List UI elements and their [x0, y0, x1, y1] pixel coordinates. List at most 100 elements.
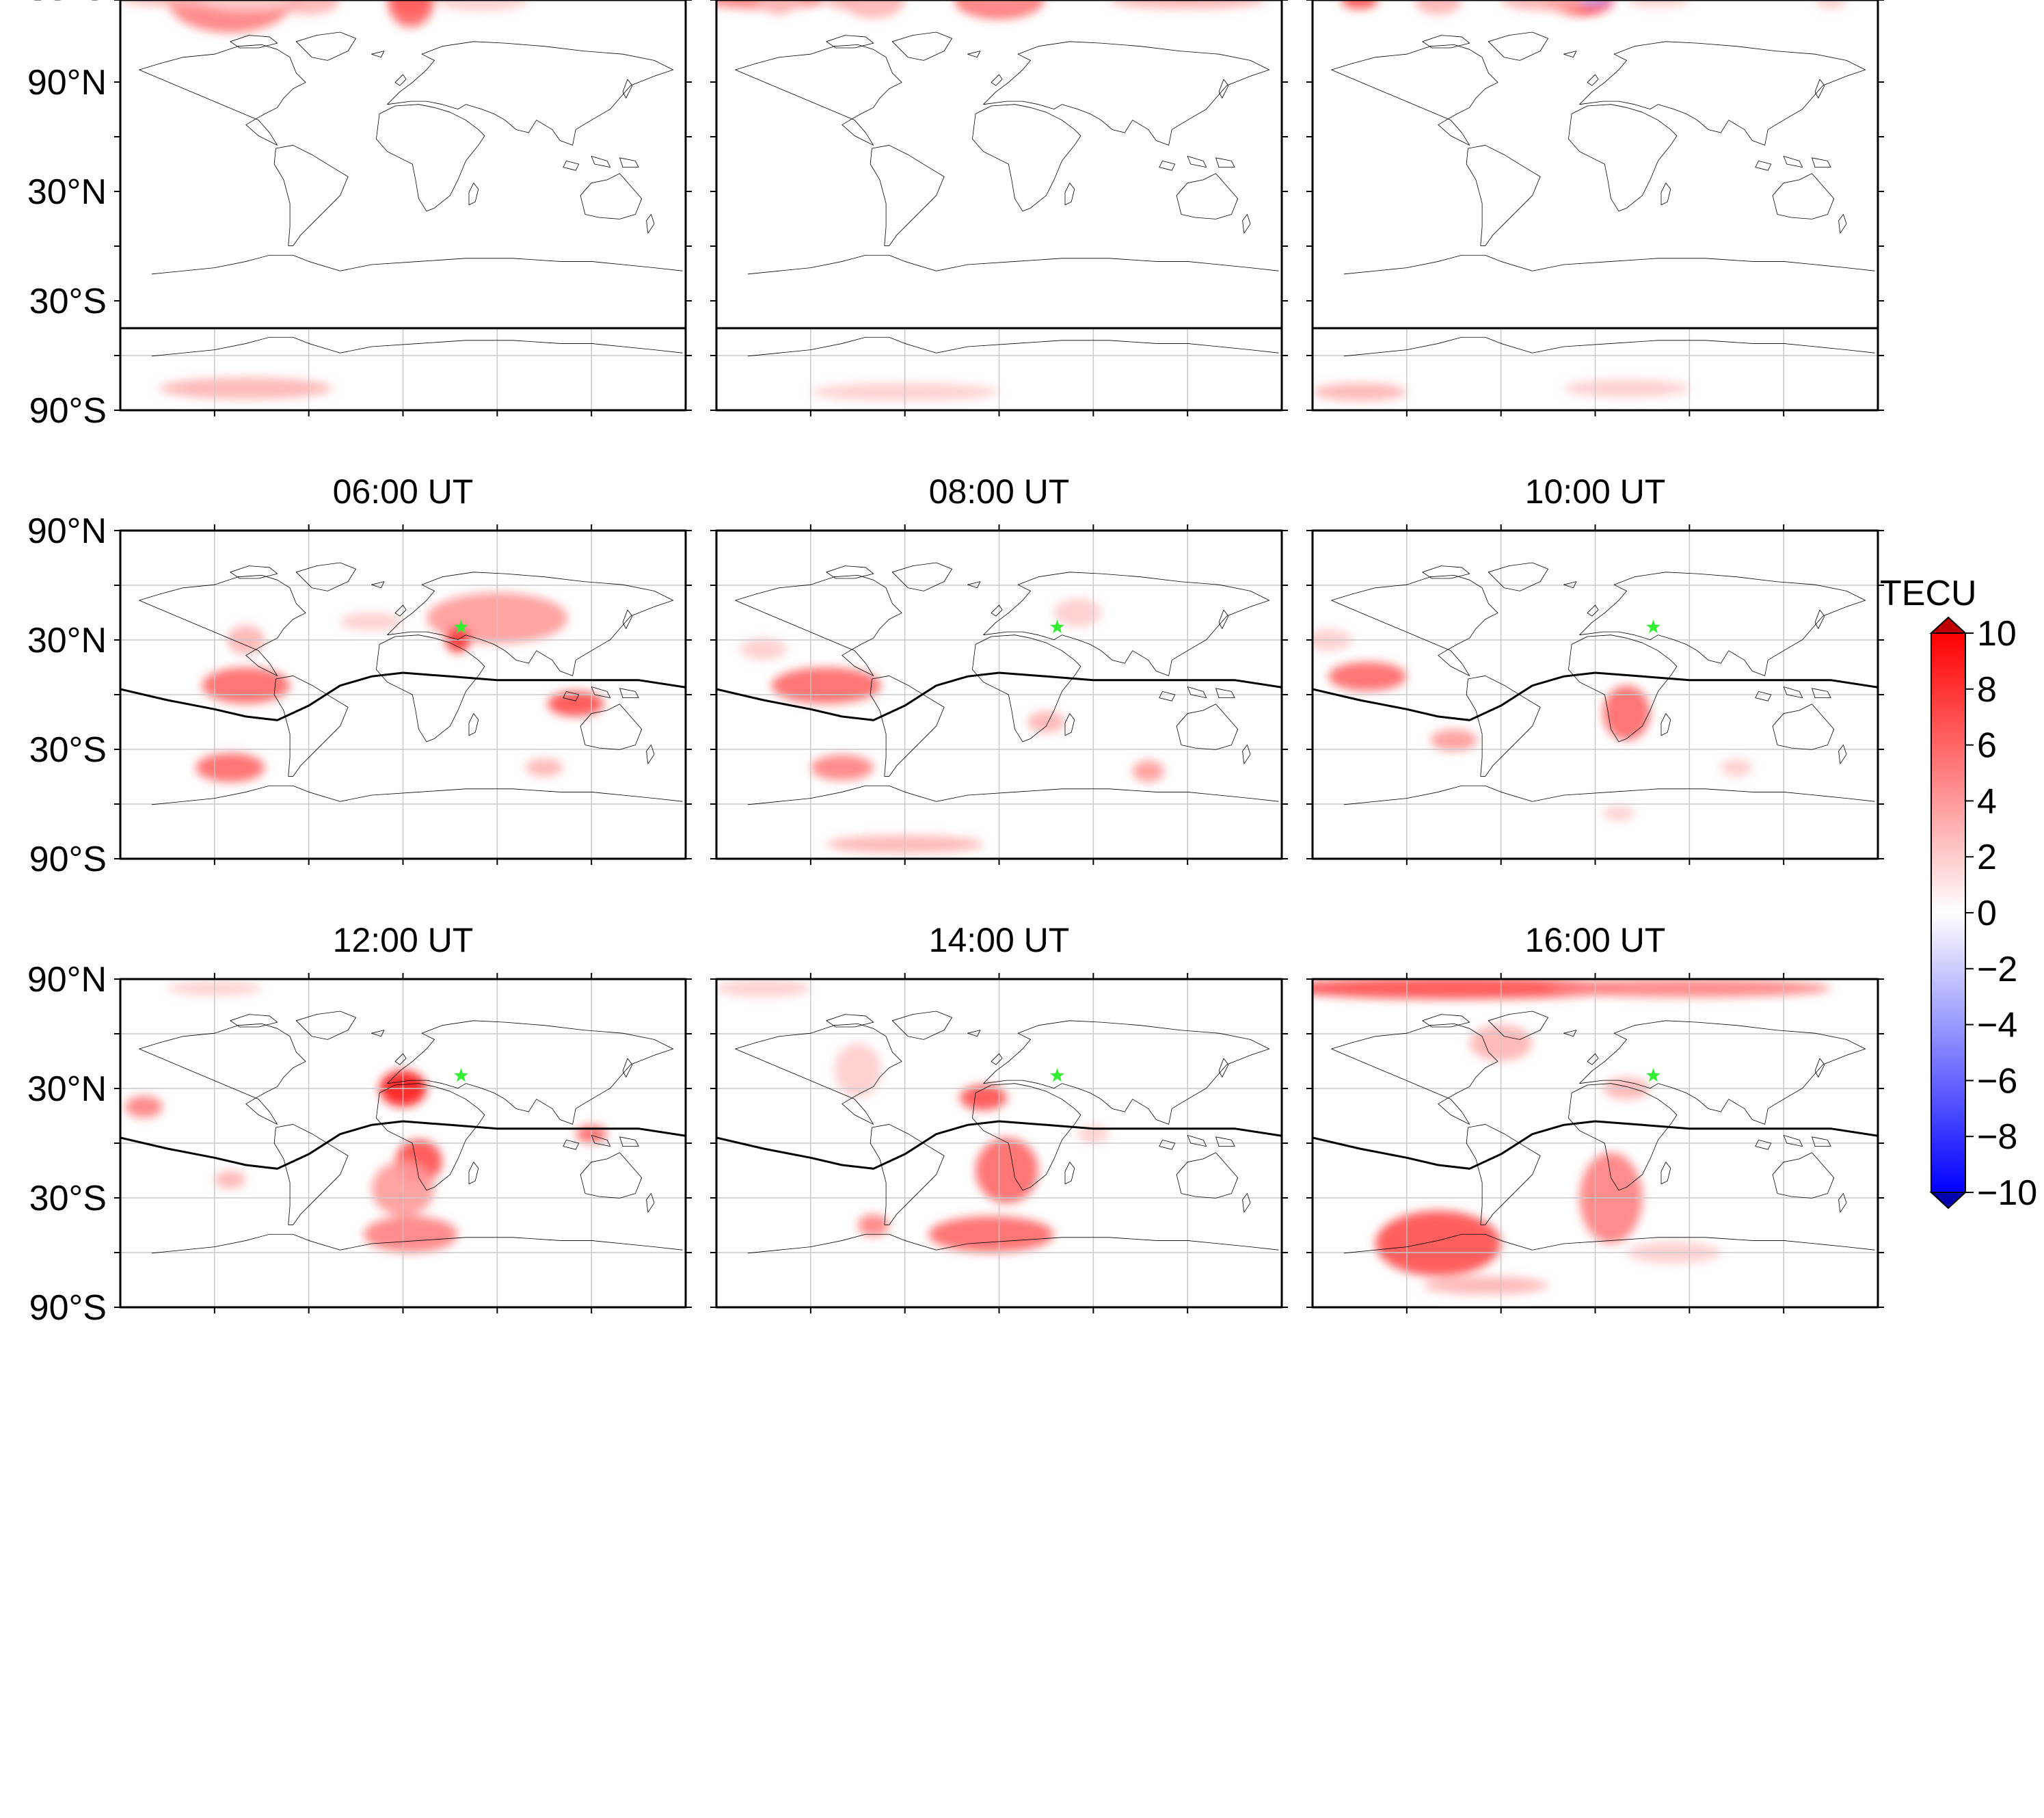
panel-20-00-ut: 20:00 UT120°W0°120°E — [710, 0, 1288, 330]
tec-anomaly — [434, 0, 529, 11]
tec-anomaly — [1815, 0, 1847, 10]
y-tick-label: 30°N — [27, 621, 107, 660]
x-tick-label: 0° — [982, 0, 1017, 8]
y-tick-label: 30°S — [29, 730, 107, 770]
tec-anomaly — [340, 613, 403, 631]
epicenter-star — [1646, 619, 1660, 634]
map-background — [1313, 0, 1878, 328]
map-frame — [1311, 0, 1879, 330]
tec-anomaly — [202, 667, 291, 704]
tec-anomaly — [960, 1084, 1007, 1111]
tec-anomaly — [1375, 1210, 1501, 1276]
tec-anomaly — [1602, 805, 1635, 821]
tec-anomaly — [1414, 0, 1462, 15]
x-tick-label: 120°W — [757, 0, 865, 8]
panel-title: 16:00 UT — [1525, 921, 1666, 959]
tec-anomaly — [387, 0, 435, 27]
map-background — [716, 0, 1282, 328]
tec-anomaly — [1341, 0, 1379, 10]
y-tick-label: 90°N — [27, 63, 107, 103]
panel-10-00-ut: 10:00 UT — [1306, 472, 1884, 865]
magnetic-equator — [120, 1120, 686, 1170]
tec-anomaly — [1313, 979, 1627, 1000]
colorbar-body — [1931, 632, 1966, 1193]
tec-anomaly — [826, 0, 858, 10]
x-tick-label: 120°W — [1354, 0, 1461, 8]
epicenter-star — [454, 619, 468, 634]
magnetic-equator — [1313, 1120, 1878, 1170]
y-tick-label: 30°S — [29, 282, 107, 321]
colorbar-extend-low — [1929, 1192, 1967, 1209]
y-tick-label: 90°N — [27, 511, 107, 551]
tec-anomaly — [1053, 598, 1101, 628]
tec-anomaly — [124, 1095, 163, 1118]
magnetic-equator — [1313, 671, 1878, 721]
tec-anomaly — [842, 0, 905, 18]
colorbar-tick-label: 4 — [1977, 781, 1997, 821]
tec-anomaly — [547, 691, 604, 717]
tec-anomaly — [159, 377, 333, 399]
tec-anomaly — [214, 1171, 246, 1189]
x-tick-label: 0° — [1578, 0, 1613, 8]
colorbar-tick-label: −6 — [1977, 1061, 2017, 1101]
tec-anomaly — [1563, 379, 1690, 398]
tec-anomaly — [1430, 729, 1478, 751]
panel-14-00-ut: 14:00 UT — [710, 921, 1288, 1313]
gridlines — [120, 531, 686, 859]
colorbar-tick-label: −10 — [1977, 1173, 2037, 1213]
tec-anomaly — [1579, 0, 1611, 5]
colorbar-tick-label: 2 — [1977, 838, 1997, 877]
magnetic-equator — [716, 671, 1282, 721]
colorbar-label: TECU — [1880, 574, 1977, 613]
gridlines — [120, 979, 686, 1307]
y-tick-label: 90°S — [29, 0, 107, 8]
tec-anomaly — [810, 755, 874, 781]
tec-anomaly — [1313, 383, 1407, 401]
tec-anomaly — [364, 1216, 458, 1253]
panel-12-00-ut: 12:00 UT 90°N 30°N 30°S 90°S — [27, 921, 692, 1328]
colorbar: TECU 10 8 6 4 2 0 −2 −4 −6 −8 −10 — [1880, 574, 2037, 1213]
panel-title: 08:00 UT — [929, 472, 1070, 511]
gridlines — [716, 531, 1282, 859]
x-tick-label: 120°W — [161, 0, 269, 8]
panel-08-00-ut: 08:00 UT — [710, 472, 1288, 865]
tec-anomaly — [1109, 0, 1266, 10]
tec-anomaly — [1602, 685, 1650, 740]
tec-anomaly — [771, 667, 882, 704]
tec-anomaly — [196, 753, 265, 782]
colorbar-tick-label: 8 — [1977, 670, 1997, 710]
tec-anomaly — [834, 1043, 882, 1098]
panel-title: 14:00 UT — [929, 921, 1070, 959]
magnetic-equator — [120, 671, 686, 721]
epicenter-star — [1050, 619, 1064, 634]
colorbar-tick-label: 6 — [1977, 726, 1997, 766]
panel-title: 12:00 UT — [333, 921, 474, 959]
colorbar-tick-label: −4 — [1977, 1006, 2017, 1045]
y-tick-label: 90°S — [29, 391, 107, 431]
colorbar-tick-label: 0 — [1977, 894, 1997, 933]
epicenter-star — [1050, 1068, 1064, 1082]
magnetic-equator — [716, 1120, 1282, 1170]
colorbar-tick-label: 10 — [1977, 614, 2017, 654]
tec-anomaly — [1027, 711, 1065, 733]
tec-anomaly — [976, 1138, 1038, 1203]
epicenter-star — [454, 1068, 468, 1082]
y-tick-label: 90°S — [29, 840, 107, 879]
tec-anomaly — [960, 0, 1038, 15]
tec-anomaly-field — [1341, 0, 1847, 15]
gridlines — [1313, 531, 1878, 859]
x-tick-label: 120°E — [543, 0, 640, 8]
panel-06-00-ut: 06:00 UT 90°N 30°N 30°S 90°S — [27, 472, 692, 879]
map-background — [120, 0, 686, 328]
tec-anomaly-field — [1313, 629, 1753, 821]
tec-anomaly-field — [120, 0, 529, 33]
y-tick-label: 90°N — [27, 0, 107, 8]
tec-anomaly-field — [716, 979, 1110, 1253]
colorbar-extend-high — [1929, 616, 1967, 634]
x-tick-label: 120°E — [1735, 0, 1832, 8]
epicenter-star — [1646, 1068, 1660, 1082]
gridlines — [716, 979, 1282, 1307]
y-tick-label: 30°N — [27, 0, 107, 8]
